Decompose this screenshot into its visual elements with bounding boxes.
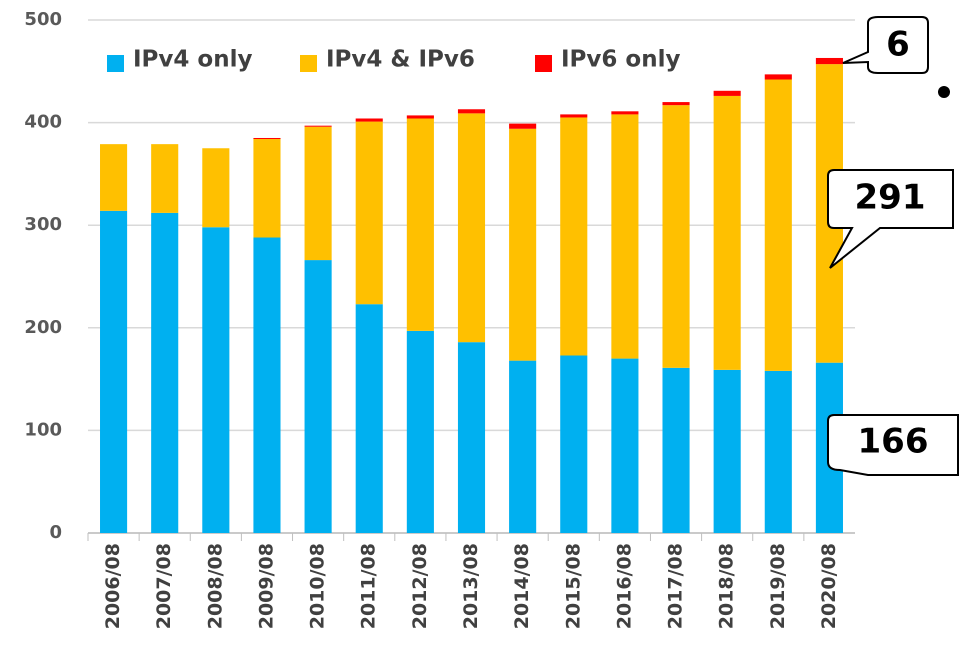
x-tick-label: 2013/08 bbox=[460, 543, 482, 629]
x-tick-label: 2020/08 bbox=[818, 543, 840, 629]
callout: 291 bbox=[827, 169, 954, 269]
y-tick-label: 0 bbox=[49, 522, 62, 543]
y-tick-label: 400 bbox=[24, 112, 62, 133]
plot-area: 0 100 200 300 400 500 2006/08 2007/08 2008/08 200… bbox=[24, 9, 855, 629]
bar-segment bbox=[202, 148, 230, 228]
bar-segment bbox=[662, 102, 690, 106]
bar-segment bbox=[406, 115, 434, 119]
bar-segment bbox=[253, 237, 281, 533]
y-tick-label: 200 bbox=[24, 317, 62, 338]
bar-segment bbox=[304, 126, 332, 261]
y-tick-label: 300 bbox=[24, 214, 62, 235]
x-tick-label: 2017/08 bbox=[665, 543, 687, 629]
callout: 6 bbox=[842, 16, 950, 98]
bar-segment bbox=[304, 125, 332, 127]
bar-segment bbox=[304, 260, 332, 533]
x-tick-label: 2016/08 bbox=[613, 543, 635, 629]
bar-segment bbox=[151, 212, 179, 533]
bar-segment bbox=[662, 105, 690, 368]
bar-segment bbox=[509, 360, 537, 533]
bar-segment bbox=[713, 90, 741, 96]
bar-segment bbox=[560, 355, 588, 533]
bar-segment bbox=[151, 144, 179, 213]
x-tick-label: 2010/08 bbox=[307, 543, 329, 629]
legend-swatch bbox=[300, 55, 317, 72]
x-tick-label: 2012/08 bbox=[409, 543, 431, 629]
bar-segment bbox=[457, 109, 486, 114]
callout-box bbox=[827, 414, 959, 476]
callout-label: 166 bbox=[858, 422, 929, 462]
x-tick-label: 2015/08 bbox=[562, 543, 584, 629]
bar-segment bbox=[355, 118, 383, 122]
legend-label: IPv4 & IPv6 bbox=[326, 47, 475, 73]
bar-segment bbox=[253, 137, 281, 140]
callout: 166 bbox=[827, 414, 959, 476]
bar-segment bbox=[253, 139, 281, 238]
bar-segment bbox=[355, 121, 383, 305]
x-tick-label: 2014/08 bbox=[511, 543, 533, 629]
bar-segment bbox=[764, 370, 792, 533]
bar-segment bbox=[509, 123, 537, 129]
callout-label: 291 bbox=[855, 178, 926, 218]
bar-segment bbox=[202, 227, 230, 533]
legend-swatch bbox=[107, 55, 124, 72]
bar-segment bbox=[611, 358, 639, 533]
legend-label: IPv4 only bbox=[133, 47, 252, 73]
x-tick-label: 2011/08 bbox=[358, 543, 380, 629]
callout-label: 6 bbox=[886, 25, 910, 65]
bar-segment bbox=[713, 369, 741, 533]
y-tick-label: 100 bbox=[24, 419, 62, 440]
callout-box bbox=[827, 169, 954, 269]
bar-segment bbox=[815, 57, 843, 65]
bar-segment bbox=[100, 144, 128, 211]
bar-segment bbox=[560, 114, 588, 118]
x-tick-label: 2009/08 bbox=[255, 543, 277, 629]
bar-segment bbox=[764, 74, 792, 80]
bar-segment bbox=[355, 304, 383, 533]
bar-segment bbox=[406, 118, 434, 331]
x-tick-label: 2008/08 bbox=[204, 543, 226, 629]
bar-segment bbox=[457, 113, 486, 343]
callout-box bbox=[842, 16, 929, 74]
bar-segment bbox=[509, 128, 537, 361]
x-tick-label: 2019/08 bbox=[767, 543, 789, 629]
x-tick-label: 2018/08 bbox=[716, 543, 738, 629]
bar-segment bbox=[100, 210, 128, 533]
bar-segment bbox=[662, 367, 690, 533]
x-tick-label: 2006/08 bbox=[102, 543, 124, 629]
legend-swatch bbox=[535, 55, 552, 72]
bar-segment bbox=[713, 95, 741, 370]
dot bbox=[938, 86, 950, 98]
bar-segment bbox=[457, 342, 486, 533]
bar-segment bbox=[611, 111, 639, 115]
legend-label: IPv6 only bbox=[561, 47, 680, 73]
y-tick-label: 500 bbox=[24, 9, 62, 30]
bar-segment bbox=[406, 330, 434, 533]
x-tick-label: 2007/08 bbox=[153, 543, 175, 629]
bar-segment bbox=[764, 79, 792, 371]
bar-segment bbox=[611, 114, 639, 359]
bar-segment bbox=[560, 117, 588, 356]
